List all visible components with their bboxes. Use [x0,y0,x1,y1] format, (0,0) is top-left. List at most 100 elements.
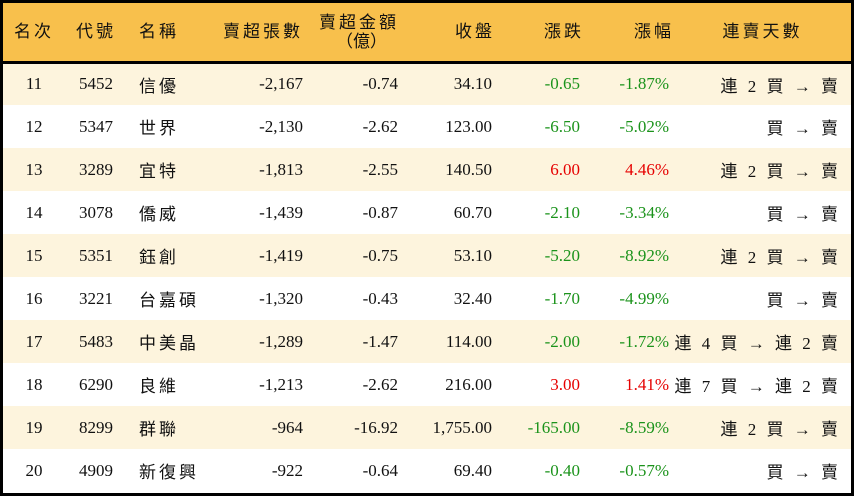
cell-sell-shares: -1,813 [259,159,303,179]
cell-sell-shares: -922 [271,460,303,480]
header-sell-amount: 賣超金額 （億） [303,3,405,64]
cell-pct: -8.59% [619,417,669,437]
cell-streak: 買 → 賣 [766,463,841,482]
cell-change: -165.00 [527,417,580,437]
cell-name: 世界 [139,119,179,138]
cell-name: 新復興 [139,463,199,482]
cell-name: 群聯 [139,420,179,439]
table-row[interactable]: 14 3078 僑威 -1,439 -0.87 60.70 -2.10 -3.34% 買 → 賣 [3,191,851,234]
header-streak: 連賣天數 [674,3,851,64]
cell-close: 123.00 [445,116,492,136]
cell-sell-shares: -1,289 [259,331,303,351]
cell-change: -0.40 [544,460,580,480]
cell-sell-amount: -0.64 [362,460,398,480]
cell-code: 4909 [79,460,113,480]
cell-streak: 買 → 賣 [766,119,841,138]
cell-sell-shares: -1,419 [259,245,303,265]
table-row[interactable]: 20 4909 新復興 -922 -0.64 69.40 -0.40 -0.57% 買 → 賣 [3,449,851,492]
cell-code: 5483 [79,331,113,351]
cell-streak: 連 4 買 → 連 2 賣 [674,334,841,353]
cell-change: -5.20 [544,245,580,265]
cell-streak: 連 2 買 → 賣 [720,248,841,267]
cell-streak: 買 → 賣 [766,205,841,224]
table-row[interactable]: 18 6290 良維 -1,213 -2.62 216.00 3.00 1.41% 連 7 買 … [3,363,851,406]
cell-code: 3078 [79,202,113,222]
cell-sell-shares: -964 [271,417,303,437]
cell-name: 鈺創 [139,248,179,267]
cell-code: 6290 [79,374,113,394]
cell-pct: -8.92% [619,245,669,265]
cell-sell-amount: -2.55 [362,159,398,179]
cell-name: 宜特 [139,162,179,181]
table-row[interactable]: 17 5483 中美晶 -1,289 -1.47 114.00 -2.00 -1.72% 連 4… [3,320,851,363]
cell-pct: 1.41% [625,374,669,394]
cell-sell-amount: -2.62 [362,374,398,394]
cell-code: 5347 [79,116,113,136]
cell-sell-amount: -2.62 [362,116,398,136]
cell-name: 僑威 [139,205,179,224]
cell-change: -0.65 [544,74,580,94]
table-row[interactable]: 19 8299 群聯 -964 -16.92 1,755.00 -165.00 -8.59% 連… [3,406,851,449]
cell-rank: 12 [25,116,43,136]
cell-rank: 18 [25,374,43,394]
cell-streak: 買 → 賣 [766,291,841,310]
header-sell-amount-line1: 賣超金額 [319,12,399,32]
cell-sell-shares: -1,439 [259,202,303,222]
net-sell-ranking-table: 名次 代號 名稱 賣超張數 賣超金額 （億） 收盤 漲跌 漲幅 連賣天數 11 5… [3,3,851,492]
cell-rank: 15 [25,245,43,265]
cell-rank: 13 [25,159,43,179]
cell-sell-amount: -0.75 [362,245,398,265]
header-close: 收盤 [405,3,495,64]
cell-sell-amount: -0.87 [362,202,398,222]
cell-rank: 20 [25,460,43,480]
cell-sell-amount: -16.92 [354,417,398,437]
cell-rank: 16 [25,288,43,308]
cell-change: 6.00 [550,159,580,179]
table-row[interactable]: 11 5452 信優 -2,167 -0.74 34.10 -0.65 -1.87% 連 2 買… [3,62,851,105]
cell-pct: -1.72% [619,331,669,351]
table-row[interactable]: 12 5347 世界 -2,130 -2.62 123.00 -6.50 -5.02% 買 → … [3,105,851,148]
cell-change: -1.70 [544,288,580,308]
cell-sell-shares: -2,130 [259,116,303,136]
cell-name: 台嘉碩 [139,291,199,310]
cell-close: 32.40 [453,288,492,308]
cell-sell-shares: -1,213 [259,374,303,394]
cell-streak: 連 7 買 → 連 2 賣 [674,377,841,396]
cell-rank: 14 [25,202,43,222]
cell-code: 3289 [79,159,113,179]
header-rank: 名次 [3,3,65,64]
cell-change: 3.00 [550,374,580,394]
cell-close: 34.10 [453,74,492,94]
cell-code: 5452 [79,74,113,94]
cell-close: 114.00 [445,331,492,351]
cell-sell-amount: -1.47 [362,331,398,351]
cell-rank: 19 [25,417,43,437]
cell-pct: -0.57% [619,460,669,480]
cell-code: 5351 [79,245,113,265]
cell-sell-shares: -2,167 [259,74,303,94]
cell-pct: -3.34% [619,202,669,222]
header-row: 名次 代號 名稱 賣超張數 賣超金額 （億） 收盤 漲跌 漲幅 連賣天數 [3,3,851,64]
cell-streak: 連 2 買 → 賣 [720,76,841,96]
table-row[interactable]: 15 5351 鈺創 -1,419 -0.75 53.10 -5.20 -8.92% 連 2 買… [3,234,851,277]
cell-close: 216.00 [445,374,492,394]
cell-pct: -4.99% [619,288,669,308]
header-code: 代號 [65,3,127,64]
header-sell-shares: 賣超張數 [219,3,303,64]
header-pct: 漲幅 [584,3,674,64]
header-change: 漲跌 [495,3,584,64]
cell-close: 53.10 [453,245,492,265]
cell-sell-shares: -1,320 [259,288,303,308]
cell-rank: 17 [25,331,43,351]
table-row[interactable]: 16 3221 台嘉碩 -1,320 -0.43 32.40 -1.70 -4.99% 買 → … [3,277,851,320]
cell-name: 良維 [139,377,179,396]
cell-change: -2.10 [544,202,580,222]
cell-name: 中美晶 [139,334,199,353]
cell-name: 信優 [139,76,179,96]
cell-streak: 連 2 買 → 賣 [720,162,841,181]
cell-close: 69.40 [453,460,492,480]
table-row[interactable]: 13 3289 宜特 -1,813 -2.55 140.50 6.00 4.46% 連 2 買 … [3,148,851,191]
header-name: 名稱 [127,3,219,64]
cell-pct: -5.02% [619,116,669,136]
